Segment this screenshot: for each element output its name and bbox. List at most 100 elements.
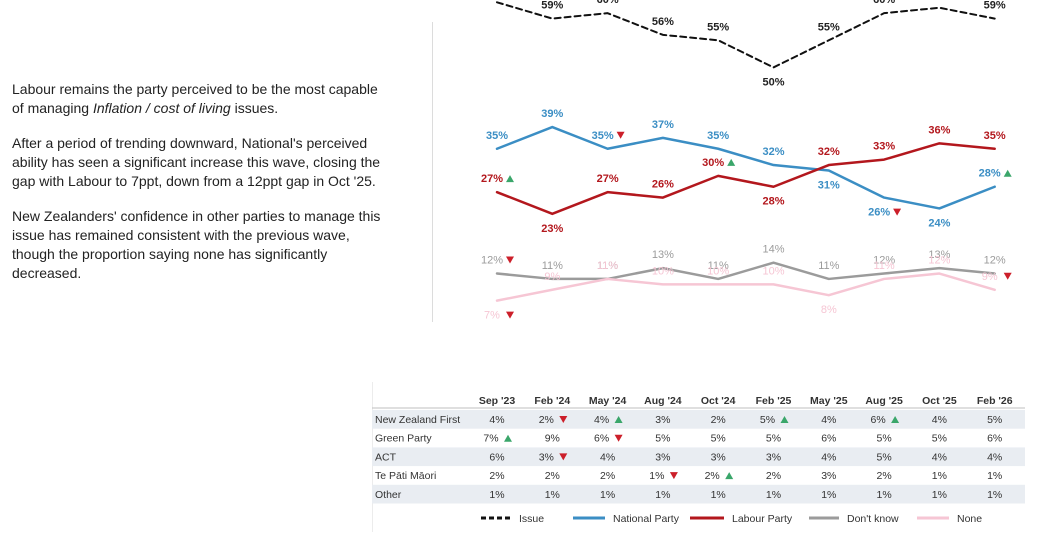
table-row-shade <box>372 447 1025 467</box>
table-cell: 1% <box>766 489 781 501</box>
table-row-label: New Zealand First <box>375 414 460 426</box>
series-line-none <box>495 272 996 302</box>
x-tick-label: May '25 <box>810 395 848 407</box>
data-label-issue: 61% <box>928 0 950 1</box>
table-cell: 4% <box>489 414 504 426</box>
table-cell: 5% <box>987 414 1002 426</box>
table-cell: 4% <box>987 451 1002 463</box>
x-tick-label: Feb '24 <box>534 395 570 407</box>
x-tick-label: Oct '24 <box>701 395 736 407</box>
table-cell: 3% <box>655 414 670 426</box>
trend-arrow-down-icon <box>559 453 568 461</box>
table-cell: 2% <box>545 470 560 482</box>
trend-arrow-down-icon <box>614 434 623 442</box>
data-label-national: 35% <box>592 130 614 142</box>
data-label-labour: 23% <box>541 223 563 235</box>
data-label-dont_know: 13% <box>928 249 950 261</box>
table-cell: 2% <box>766 470 781 482</box>
trend-arrow-up-icon <box>891 416 900 423</box>
trend-arrow-down-icon <box>669 472 678 480</box>
x-tick-label: May '24 <box>589 395 627 407</box>
trend-arrow-up-icon <box>506 175 514 183</box>
data-label-labour: 35% <box>984 130 1006 142</box>
table-cell: 5% <box>760 414 775 426</box>
x-tick-label: Aug '25 <box>865 395 903 407</box>
table-row-shade <box>372 410 1025 429</box>
data-label-labour: 27% <box>481 173 503 185</box>
table-row-label: ACT <box>375 451 397 463</box>
data-label-dont_know: 11% <box>818 260 839 272</box>
table-cell: 1% <box>655 489 670 501</box>
table-row-label: Te Pāti Māori <box>375 470 436 482</box>
table-cell: 4% <box>821 414 836 426</box>
table-cell: 1% <box>877 489 892 501</box>
table-cell: 1% <box>821 489 836 501</box>
table-cell: 2% <box>705 470 720 482</box>
data-label-labour: 33% <box>873 141 895 153</box>
data-label-labour: 28% <box>762 196 784 208</box>
table-cell: 5% <box>655 433 670 445</box>
table-cell: 1% <box>545 489 560 501</box>
data-label-issue: 59% <box>541 0 563 12</box>
x-tick-label: Oct '25 <box>922 395 957 407</box>
trend-arrow-up-icon <box>725 472 734 480</box>
data-label-national: 31% <box>818 179 840 191</box>
table-cell: 1% <box>932 489 947 501</box>
series-line-national <box>495 125 996 210</box>
legend-label-national: National Party <box>613 513 680 525</box>
table-cell: 6% <box>489 451 504 463</box>
trend-arrow-down-icon <box>893 208 902 216</box>
trend-arrow-up-icon <box>504 434 512 442</box>
data-label-national: 24% <box>928 217 950 229</box>
x-tick-label: Feb '25 <box>756 395 792 407</box>
data-label-none: 12% <box>928 255 950 267</box>
data-label-dont_know: 13% <box>652 249 674 261</box>
table-cell: 9% <box>545 433 560 445</box>
data-label-national: 39% <box>541 108 563 120</box>
data-label-dont_know: 11% <box>597 260 618 272</box>
trend-arrow-up-icon <box>780 416 789 423</box>
data-label-dont_know: 14% <box>762 244 784 256</box>
data-label-dont_know: 11% <box>708 260 729 272</box>
data-label-none: 7% <box>484 310 500 322</box>
table-cell: 4% <box>594 414 609 426</box>
data-label-issue: 60% <box>873 0 895 6</box>
table-cell: 1% <box>489 489 504 501</box>
data-label-dont_know: 12% <box>873 255 895 267</box>
series-line-issue <box>496 1 996 69</box>
legend-label-labour: Labour Party <box>732 513 793 525</box>
table-cell: 5% <box>877 433 892 445</box>
table-cell: 6% <box>594 433 609 445</box>
data-label-none: 11% <box>597 260 618 272</box>
trend-arrow-up-icon <box>727 158 736 166</box>
data-label-national: 26% <box>868 207 890 219</box>
table-cell: 5% <box>766 433 781 445</box>
commentary: Labour remains the party perceived to be… <box>12 80 392 299</box>
table-cell: 1% <box>711 489 726 501</box>
table-row-label: Other <box>375 489 402 501</box>
table-cell: 3% <box>539 451 554 463</box>
data-label-national: 35% <box>486 130 508 142</box>
data-label-issue: 55% <box>707 21 729 33</box>
legend-label-none: None <box>957 513 982 525</box>
data-label-issue: 56% <box>652 16 674 28</box>
trend-arrow-down-icon <box>616 131 625 139</box>
data-label-none: 9% <box>544 271 560 283</box>
table-cell: 1% <box>987 470 1002 482</box>
table-cell: 6% <box>987 433 1002 445</box>
trend-arrow-down-icon <box>1003 272 1012 280</box>
trend-arrow-up-icon <box>614 416 623 423</box>
data-label-none: 9% <box>982 271 998 283</box>
data-label-labour: 26% <box>652 179 674 191</box>
x-tick-label: Aug '24 <box>644 395 682 407</box>
trend-arrow-down-icon <box>559 416 568 423</box>
commentary-paragraph-1: Labour remains the party perceived to be… <box>12 81 378 116</box>
data-label-labour: 30% <box>702 157 724 169</box>
divider-line <box>432 22 433 322</box>
data-label-national: 32% <box>762 146 784 158</box>
table-cell: 5% <box>711 433 726 445</box>
table-cell: 2% <box>539 414 554 426</box>
table-cell: 1% <box>600 489 615 501</box>
table-cell: 2% <box>489 470 504 482</box>
data-label-none: 10% <box>707 265 729 277</box>
